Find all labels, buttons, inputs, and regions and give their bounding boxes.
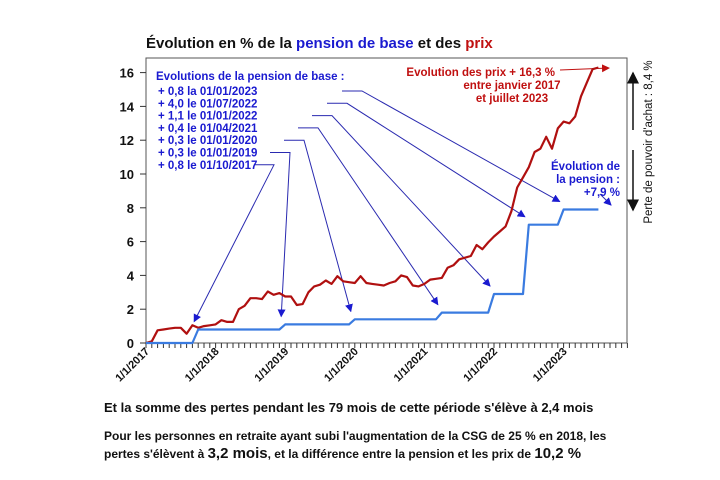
- y-tick-label: 14: [120, 99, 135, 114]
- pension-annotation: la pension :: [556, 174, 620, 186]
- price-annotation: entre janvier 2017: [463, 80, 560, 92]
- pension-legend-item: + 0,8 le 01/10/2017: [158, 160, 257, 172]
- leader-arrow: [327, 102, 526, 218]
- y-tick-label: 12: [120, 133, 134, 148]
- pension-legend-item: + 1,1 le 01/01/2022: [158, 111, 257, 123]
- pension-arrow: [599, 193, 612, 206]
- y-tick-label: 10: [120, 167, 134, 182]
- x-tick-label: 1/1/2021: [392, 346, 431, 385]
- x-tick-label: 1/1/2023: [531, 346, 570, 385]
- leader-arrow: [284, 139, 353, 313]
- pension-legend-item: + 0,3 le 01/01/2020: [158, 135, 257, 147]
- pension-legend-item: + 0,3 le 01/01/2019: [158, 148, 257, 160]
- x-tick-label: 1/1/2020: [322, 346, 361, 385]
- leader-arrow: [298, 127, 439, 306]
- x-tick-label: 1/1/2018: [183, 346, 222, 385]
- loss-label: Perte de pouvoir d'achat : 8,4 %: [643, 60, 655, 223]
- y-tick-label: 4: [127, 268, 135, 283]
- x-tick-label: 1/1/2019: [253, 346, 292, 385]
- series-line-pension: [146, 208, 599, 345]
- y-tick-label: 16: [120, 66, 134, 81]
- pension-legend-item: + 4,0 le 01/07/2022: [158, 98, 257, 110]
- leader-arrow: [312, 115, 491, 287]
- leader-arrow: [270, 152, 291, 318]
- x-tick-label: 1/1/2022: [461, 346, 500, 385]
- footer-csg-note: Pour les personnes en retraite ayant sub…: [104, 429, 607, 462]
- y-tick-label: 0: [127, 336, 134, 351]
- leader-arrow: [193, 164, 275, 323]
- x-tick-label: 1/1/2017: [113, 346, 152, 385]
- y-tick-label: 8: [127, 201, 134, 216]
- pension-legend-header: Evolutions de la pension de base :: [156, 71, 345, 83]
- footer-summary: Et la somme des pertes pendant les 79 mo…: [104, 400, 594, 415]
- pension-annotation: Évolution de: [551, 160, 620, 173]
- pension-annotation: +7,9 %: [584, 187, 620, 199]
- series-line-prix: [145, 66, 599, 345]
- y-tick-label: 2: [127, 302, 134, 317]
- chart-title: Évolution en % de la pension de base et …: [146, 35, 493, 52]
- pension-legend-item: + 0,4 le 01/04/2021: [158, 123, 258, 135]
- y-tick-label: 6: [127, 235, 134, 250]
- leader-arrow: [342, 90, 561, 202]
- pension-legend-item: + 0,8 la 01/01/2023: [158, 86, 257, 98]
- price-annotation: et juillet 2023: [476, 93, 548, 105]
- price-arrow: [559, 64, 610, 73]
- price-annotation: Evolution des prix + 16,3 %: [406, 67, 555, 79]
